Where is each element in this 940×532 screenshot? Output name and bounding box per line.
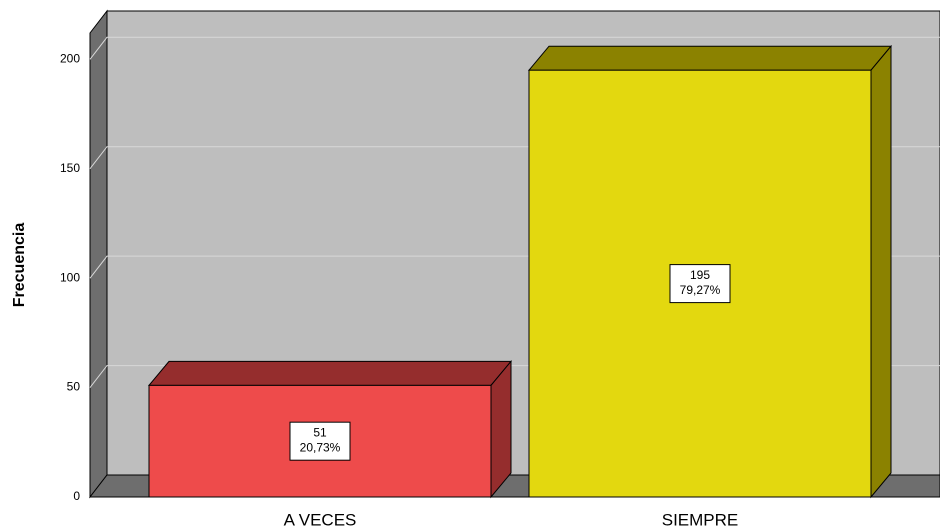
y-tick-label: 200	[60, 51, 80, 65]
x-tick-label: A VECES	[284, 510, 357, 529]
x-tick-label: SIEMPRE	[662, 510, 739, 529]
bar-top	[527, 45, 893, 71]
grid-line	[89, 36, 940, 60]
y-axis-title: Frecuencia	[11, 223, 28, 308]
data-label-percent: 20,73%	[300, 440, 341, 454]
data-label: 195	[690, 268, 710, 282]
data-label-box	[669, 264, 731, 304]
y-tick-label: 100	[60, 270, 80, 284]
y-tick-label: 0	[73, 489, 80, 503]
data-label-box	[289, 421, 351, 461]
data-label: 51	[313, 425, 327, 439]
bar-side	[490, 359, 512, 499]
left-wall	[89, 9, 108, 499]
bar-top	[147, 360, 513, 386]
bar-side	[870, 44, 892, 499]
y-tick-label: 50	[67, 380, 81, 394]
data-label-percent: 79,27%	[680, 283, 721, 297]
y-tick-label: 150	[60, 161, 80, 175]
